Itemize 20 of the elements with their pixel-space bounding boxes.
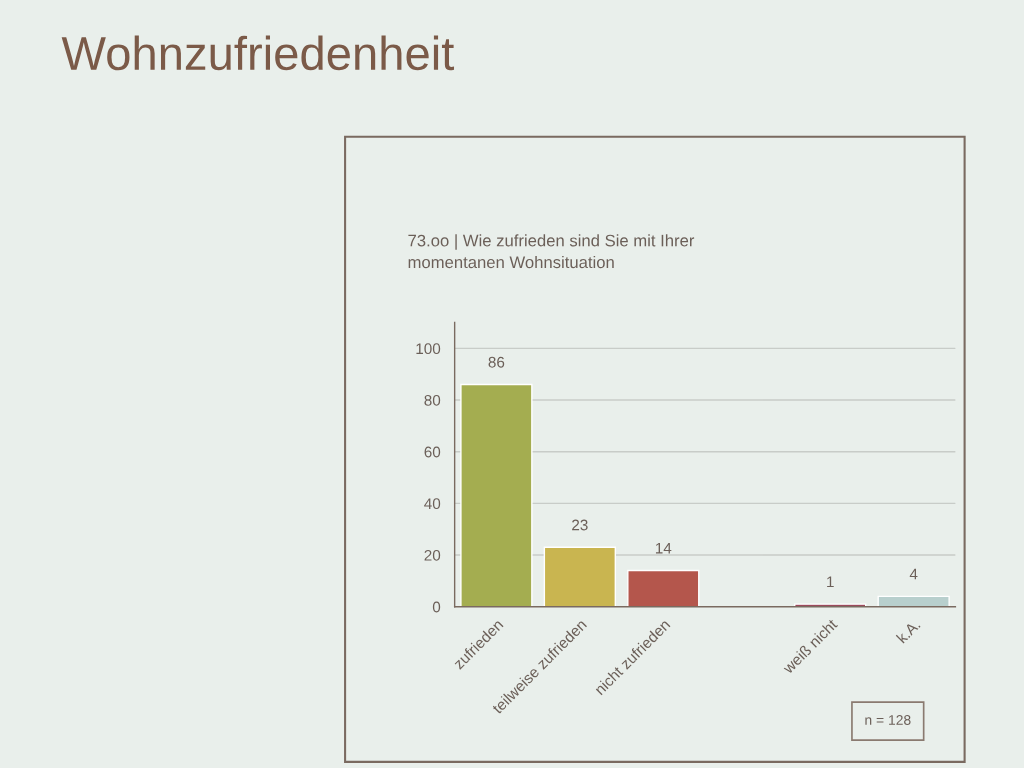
y-tick-label: 80 — [424, 394, 441, 406]
data-label: 86 — [488, 356, 505, 368]
y-tick-label: 20 — [424, 549, 441, 561]
y-tick-label: 0 — [432, 601, 441, 613]
data-label: 14 — [655, 542, 672, 554]
bar — [627, 569, 700, 607]
bar — [460, 383, 533, 607]
data-label: 23 — [572, 519, 588, 531]
x-tick-label: k.A. — [895, 618, 921, 644]
y-tick-label: 60 — [424, 446, 441, 458]
chart-subtitle: 73.oo | Wie zufrieden sind Sie mit Ihrer momentanen Wohnsituation — [408, 234, 695, 269]
bar — [877, 595, 950, 607]
text: n = 128 — [865, 715, 911, 725]
bar — [543, 546, 617, 607]
bar — [794, 603, 867, 607]
data-label: 1 — [827, 576, 834, 588]
y-tick-label: 40 — [424, 498, 441, 510]
y-tick-label: 100 — [416, 343, 441, 355]
data-label: 4 — [909, 568, 918, 580]
chart-title: Wohnzufriedenheit — [61, 35, 455, 71]
